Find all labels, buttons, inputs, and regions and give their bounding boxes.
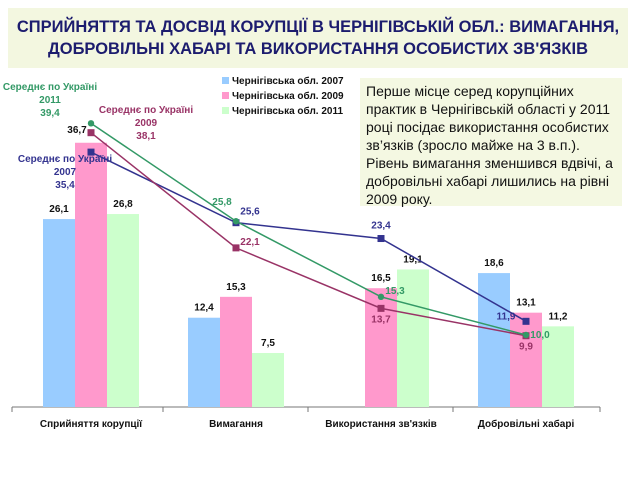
bar-data-label: 7,5 bbox=[261, 338, 275, 349]
x-tick-label: Вимагання bbox=[209, 419, 263, 430]
bar bbox=[75, 142, 107, 407]
line-marker bbox=[232, 218, 240, 225]
legend-label: Чернігівська обл. 2009 bbox=[232, 90, 344, 102]
bar bbox=[252, 353, 284, 407]
line-data-label: 15,3 bbox=[385, 286, 405, 297]
bar bbox=[43, 219, 75, 407]
legend-label: Чернігівська обл. 2007 bbox=[232, 75, 344, 87]
title-line-2: ДОБРОВІЛЬНІ ХАБАРІ ТА ВИКОРИСТАННЯ ОСОБИ… bbox=[47, 40, 589, 58]
bar-data-label: 18,6 bbox=[484, 258, 504, 269]
bar-data-label: 36,7 bbox=[67, 125, 87, 136]
bar bbox=[542, 326, 574, 407]
line-data-label: 25,6 bbox=[240, 207, 260, 218]
bar-data-label: 15,3 bbox=[226, 282, 246, 293]
line-marker bbox=[87, 148, 95, 156]
line-data-label: 25,8 bbox=[212, 197, 232, 208]
line-data-label: 23,4 bbox=[371, 221, 391, 232]
line-data-label: 22,1 bbox=[240, 237, 260, 248]
bar-data-label: 26,8 bbox=[113, 199, 133, 210]
line-marker bbox=[522, 317, 530, 325]
x-tick-label: Добровільні хабарі bbox=[478, 418, 575, 430]
line-marker bbox=[377, 304, 385, 312]
line-series bbox=[90, 151, 527, 322]
line-marker bbox=[377, 293, 385, 301]
line-first-label: 35,4 bbox=[55, 180, 75, 191]
line-marker bbox=[232, 244, 240, 252]
summary-note: Перше місце серед корупційних практик в … bbox=[360, 78, 622, 207]
line-series-name: 2009 bbox=[135, 118, 158, 129]
line-data-label: 10,0 bbox=[530, 330, 550, 341]
line-series-name: Середнє по Україні bbox=[3, 82, 97, 93]
legend-swatch bbox=[222, 77, 229, 84]
bar-data-label: 11,2 bbox=[549, 311, 568, 322]
bar bbox=[397, 269, 429, 407]
bar bbox=[107, 214, 139, 407]
bar-data-label: 19,1 bbox=[403, 254, 423, 265]
bar-data-label: 16,5 bbox=[371, 273, 391, 284]
line-marker bbox=[522, 331, 530, 339]
line-series-name: 2007 bbox=[54, 167, 77, 178]
page-title: СПРИЙНЯТТЯ ТА ДОСВІД КОРУПЦІЇ В ЧЕРНІГІВ… bbox=[8, 8, 628, 68]
bar-data-label: 12,4 bbox=[194, 303, 214, 314]
bar-data-label: 13,1 bbox=[516, 298, 536, 309]
bar bbox=[510, 312, 542, 407]
line-marker bbox=[87, 120, 95, 127]
line-data-label: 11,9 bbox=[497, 311, 516, 322]
legend-swatch bbox=[222, 107, 229, 114]
line-series bbox=[90, 122, 527, 336]
bar bbox=[188, 317, 220, 407]
line-first-label: 39,4 bbox=[40, 108, 60, 119]
x-tick-label: Використання зв'язків bbox=[325, 419, 437, 430]
title-line-1: СПРИЙНЯТТЯ ТА ДОСВІД КОРУПЦІЇ В ЧЕРНІГІВ… bbox=[16, 18, 620, 36]
legend-label: Чернігівська обл. 2011 bbox=[232, 105, 343, 117]
line-series-name: 2011 bbox=[39, 95, 61, 106]
line-marker bbox=[377, 235, 385, 243]
line-marker bbox=[87, 129, 95, 137]
line-series-name: Середнє по Україні bbox=[18, 154, 112, 165]
line-data-label: 13,7 bbox=[371, 314, 391, 325]
legend-swatch bbox=[222, 92, 229, 99]
bar bbox=[220, 296, 252, 407]
line-data-label: 9,9 bbox=[519, 342, 533, 353]
line-series-name: Середнє по Україні bbox=[99, 105, 193, 116]
bar-data-label: 26,1 bbox=[49, 204, 69, 215]
line-first-label: 38,1 bbox=[136, 131, 156, 142]
bar bbox=[478, 273, 510, 407]
line-series bbox=[90, 132, 527, 337]
x-tick-label: Сприйняття корупції bbox=[40, 419, 142, 430]
